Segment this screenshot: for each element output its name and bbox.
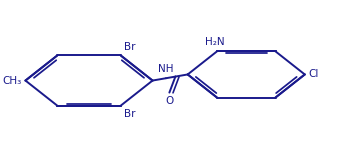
Text: H₂N: H₂N (205, 37, 225, 47)
Text: Br: Br (124, 109, 136, 119)
Text: CH₃: CH₃ (2, 75, 22, 86)
Text: Cl: Cl (309, 69, 319, 80)
Text: Br: Br (124, 42, 136, 52)
Text: NH: NH (158, 64, 174, 74)
Text: O: O (165, 96, 174, 106)
